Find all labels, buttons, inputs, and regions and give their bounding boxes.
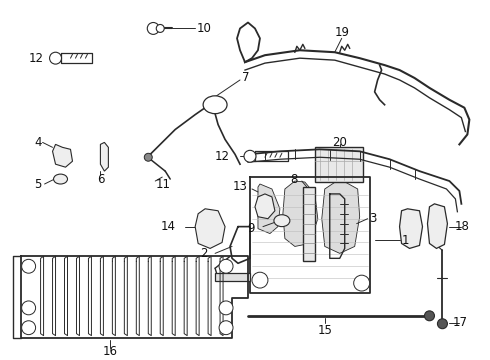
Polygon shape (255, 194, 275, 219)
Text: 14: 14 (160, 220, 175, 233)
Text: 12: 12 (215, 150, 230, 163)
Text: 17: 17 (452, 316, 467, 329)
Text: 12: 12 (28, 52, 44, 65)
Text: 10: 10 (197, 22, 212, 35)
Circle shape (144, 153, 152, 161)
Text: 13: 13 (233, 180, 248, 193)
Circle shape (252, 272, 268, 288)
Text: 15: 15 (318, 324, 332, 337)
Circle shape (22, 259, 36, 273)
Text: 20: 20 (332, 136, 347, 149)
Circle shape (156, 24, 164, 32)
Polygon shape (322, 179, 360, 253)
Text: 16: 16 (103, 345, 118, 358)
Text: 4: 4 (35, 136, 42, 149)
Circle shape (244, 150, 256, 162)
Text: 2: 2 (200, 247, 208, 260)
Polygon shape (427, 204, 447, 248)
Circle shape (424, 311, 435, 321)
Text: 9: 9 (247, 222, 255, 235)
Bar (303, 187, 315, 261)
Circle shape (22, 301, 36, 315)
Polygon shape (52, 144, 73, 167)
Text: 6: 6 (97, 172, 104, 185)
Bar (215, 273, 250, 281)
Polygon shape (283, 181, 318, 247)
Bar (315, 147, 363, 182)
Polygon shape (399, 209, 422, 248)
Circle shape (147, 22, 159, 35)
Text: 1: 1 (401, 234, 409, 247)
Circle shape (438, 319, 447, 329)
Text: 18: 18 (454, 220, 469, 233)
Text: 5: 5 (35, 177, 42, 190)
Ellipse shape (274, 215, 290, 227)
Text: 19: 19 (334, 26, 349, 39)
Circle shape (219, 301, 233, 315)
Ellipse shape (203, 96, 227, 114)
Polygon shape (100, 143, 108, 171)
Circle shape (22, 321, 36, 335)
Circle shape (219, 321, 233, 335)
Text: 11: 11 (155, 177, 170, 190)
Text: 3: 3 (369, 212, 377, 225)
Circle shape (219, 259, 233, 273)
Text: 8: 8 (291, 172, 298, 185)
Text: 7: 7 (242, 72, 249, 85)
Circle shape (49, 52, 62, 64)
Circle shape (354, 275, 369, 291)
Ellipse shape (53, 174, 68, 184)
Polygon shape (195, 209, 225, 248)
Polygon shape (258, 184, 280, 234)
